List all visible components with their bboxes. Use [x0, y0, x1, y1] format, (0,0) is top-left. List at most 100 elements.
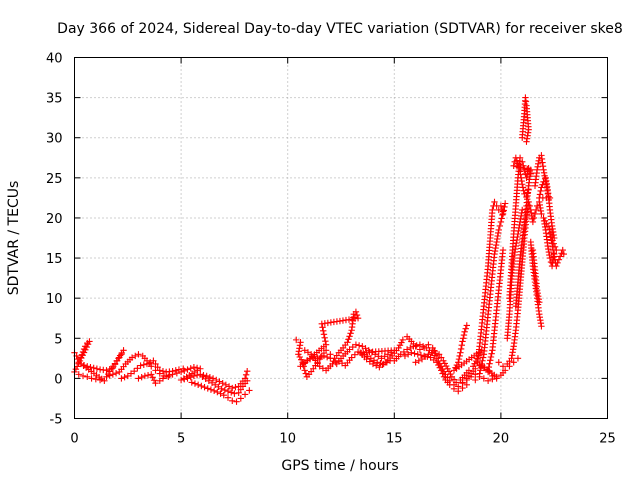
data-point [190, 372, 198, 380]
data-point [420, 352, 428, 360]
data-point [450, 385, 458, 393]
data-point [181, 367, 188, 374]
data-point [297, 363, 304, 370]
data-point [181, 375, 188, 383]
data-point [554, 259, 561, 267]
data-point [510, 359, 517, 366]
data-point [498, 215, 505, 222]
data-point [452, 379, 460, 386]
data-point [523, 138, 530, 145]
data-point [419, 343, 427, 350]
data-point [140, 361, 147, 368]
data-point [463, 381, 470, 389]
data-point [149, 374, 156, 381]
data-point [538, 184, 545, 191]
data-point [346, 333, 353, 340]
data-point [414, 351, 421, 358]
data-point [487, 353, 495, 361]
data-point [510, 162, 517, 169]
x-tick-label: 20 [493, 432, 510, 447]
data-point [214, 388, 221, 396]
data-point [193, 371, 201, 379]
data-point [204, 385, 211, 392]
data-point [169, 371, 176, 378]
data-point [539, 181, 546, 188]
data-point [487, 357, 494, 364]
data-point [318, 320, 326, 328]
data-point [519, 206, 526, 214]
data-point [438, 354, 445, 361]
x-tick-label: 10 [279, 432, 296, 447]
data-point [512, 154, 520, 161]
data-point [300, 360, 307, 367]
data-point [187, 373, 194, 381]
data-point [410, 343, 417, 350]
data-point [351, 351, 359, 358]
data-point [519, 184, 527, 191]
y-tick-label: 35 [46, 92, 63, 107]
data-point [491, 198, 498, 206]
axis-ticks: 0 5 10 15 20 25 -5 0 5 10 15 20 25 30 35 40 [46, 52, 616, 447]
data-point [408, 349, 415, 356]
data-point [546, 230, 554, 238]
plot-frame [74, 57, 608, 419]
data-point [352, 308, 360, 316]
data-point [536, 194, 543, 202]
chart-title: Day 366 of 2024, Sidereal Day-to-day VTE… [57, 21, 623, 37]
data-point [488, 350, 495, 357]
data-point [87, 363, 94, 371]
data-point [476, 370, 483, 377]
data-point [523, 193, 530, 201]
data-point [224, 388, 232, 395]
data-point [77, 360, 85, 368]
data-point [462, 325, 469, 332]
data-points [71, 94, 567, 405]
data-point [93, 365, 101, 372]
data-point [201, 384, 208, 391]
data-point [228, 389, 235, 396]
data-point [135, 375, 142, 382]
data-point [499, 208, 507, 215]
data-point [92, 375, 100, 383]
data-point [177, 376, 185, 384]
x-tick-label: 25 [599, 432, 616, 447]
data-point [217, 390, 224, 397]
data-point [446, 381, 453, 389]
y-tick-label: -5 [50, 413, 63, 428]
data-point [152, 360, 159, 368]
data-point [538, 210, 545, 218]
x-axis-label: GPS time / hours [281, 458, 398, 474]
data-point [455, 359, 462, 366]
y-tick-label: 40 [46, 52, 63, 67]
y-tick-label: 5 [54, 332, 62, 347]
data-point [231, 390, 238, 397]
data-point [374, 359, 381, 366]
data-point [353, 311, 361, 319]
data-point [172, 367, 179, 374]
data-point [472, 376, 479, 384]
data-point [458, 342, 466, 349]
data-point [121, 373, 128, 381]
data-point [459, 338, 466, 345]
y-tick-label: 15 [46, 252, 63, 267]
data-point [103, 367, 110, 374]
data-point [225, 383, 233, 390]
data-point [399, 336, 407, 344]
data-point [301, 367, 308, 374]
data-point [322, 347, 330, 354]
data-point [210, 387, 218, 395]
data-point [536, 298, 543, 306]
data-point [319, 324, 326, 331]
y-tick-label: 10 [46, 292, 63, 307]
data-point [132, 352, 139, 360]
data-point [477, 363, 485, 371]
data-point [472, 371, 479, 378]
data-point [499, 363, 507, 370]
data-point [194, 381, 202, 389]
data-point [177, 368, 185, 376]
data-point [233, 398, 240, 405]
data-point [90, 364, 97, 372]
data-point [84, 363, 91, 370]
